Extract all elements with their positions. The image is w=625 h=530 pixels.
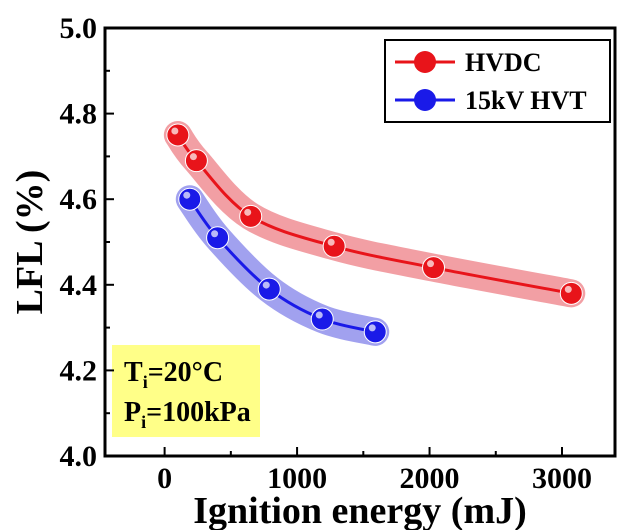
y-tick-label: 4.0 bbox=[60, 440, 98, 473]
data-point-15kv-hvt bbox=[178, 187, 202, 211]
data-point-highlight bbox=[171, 127, 179, 135]
legend-label-15kv-hvt: 15kV HVT bbox=[465, 86, 587, 115]
series-layer bbox=[163, 121, 586, 346]
legend: HVDC 15kV HVT bbox=[384, 39, 611, 123]
x-tick-label: 3000 bbox=[532, 462, 592, 495]
y-tick-label: 4.4 bbox=[60, 269, 98, 302]
data-point-highlight bbox=[368, 324, 376, 332]
data-point-highlight bbox=[183, 191, 191, 199]
legend-marker-15kv-hvt bbox=[414, 89, 436, 111]
data-point-highlight bbox=[327, 238, 335, 246]
data-point-15kv-hvt bbox=[257, 277, 281, 301]
data-point-hvdc bbox=[239, 204, 263, 228]
y-axis: 4.0 4.2 4.4 4.6 4.8 5.0 bbox=[60, 12, 114, 473]
data-point-hvdc bbox=[422, 256, 446, 280]
conditions-line-1: Ti=20°C bbox=[124, 357, 223, 392]
conditions-background bbox=[112, 345, 260, 437]
data-point-15kv-hvt bbox=[310, 307, 334, 331]
y-tick-label: 5.0 bbox=[60, 12, 98, 45]
data-point-15kv-hvt bbox=[363, 320, 387, 344]
data-point-hvdc bbox=[559, 281, 583, 305]
data-point-highlight bbox=[244, 208, 252, 216]
y-tick-label: 4.2 bbox=[60, 354, 98, 387]
data-point-hvdc bbox=[166, 123, 190, 147]
conditions-box: Ti=20°C Pi=100kPa bbox=[112, 345, 260, 437]
data-point-highlight bbox=[427, 260, 435, 268]
data-point-highlight bbox=[262, 281, 270, 289]
x-tick-label: 2000 bbox=[400, 462, 460, 495]
y-tick-label: 4.8 bbox=[60, 98, 98, 131]
data-point-highlight bbox=[564, 285, 572, 293]
conditions-line-2: Pi=100kPa bbox=[124, 397, 251, 432]
data-point-highlight bbox=[211, 230, 219, 238]
x-tick-label: 1000 bbox=[267, 462, 327, 495]
data-point-hvdc bbox=[184, 149, 208, 173]
data-point-highlight bbox=[189, 153, 197, 161]
x-tick-label: 0 bbox=[157, 462, 172, 495]
x-axis-title: Ignition energy (mJ) bbox=[193, 490, 527, 530]
y-tick-label: 4.6 bbox=[60, 183, 98, 216]
legend-label-hvdc: HVDC bbox=[465, 48, 542, 77]
y-axis-title: LFL (%) bbox=[9, 170, 51, 315]
x-axis: 0 1000 2000 3000 bbox=[157, 447, 592, 495]
data-point-15kv-hvt bbox=[206, 226, 230, 250]
legend-marker-hvdc bbox=[414, 51, 436, 73]
data-point-hvdc bbox=[322, 234, 346, 258]
data-point-highlight bbox=[315, 311, 323, 319]
